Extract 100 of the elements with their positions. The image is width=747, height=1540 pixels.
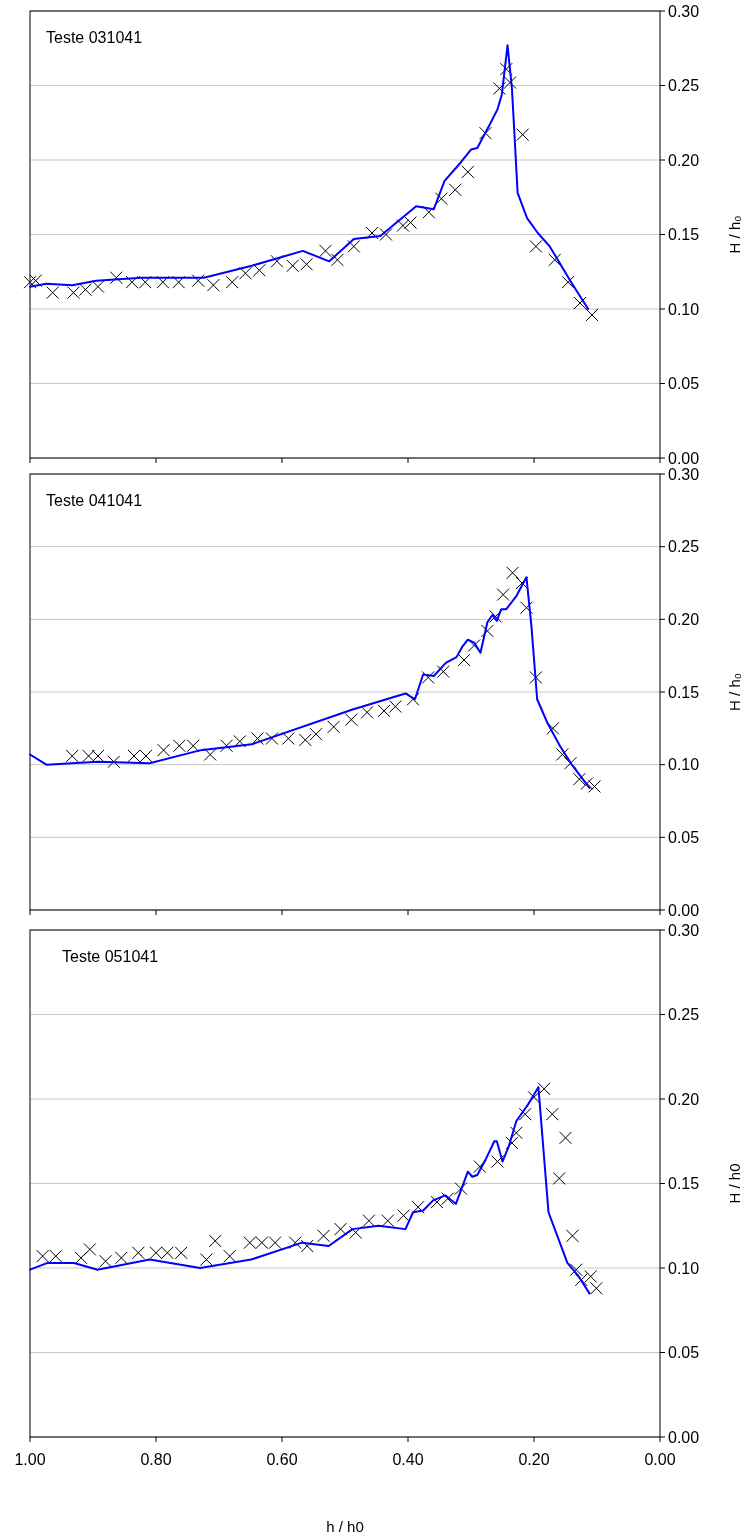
y-tick-label: 0.15 (668, 1175, 700, 1193)
point (499, 62, 513, 76)
point (569, 1263, 583, 1277)
y-tick-label: 0.20 (668, 151, 700, 169)
point (421, 670, 435, 684)
point (156, 275, 170, 289)
point (430, 1195, 444, 1209)
point (114, 1251, 128, 1265)
point (347, 239, 361, 253)
point (107, 755, 121, 769)
point (572, 772, 586, 786)
point (518, 1107, 532, 1121)
point (584, 1269, 598, 1283)
point (381, 1214, 395, 1228)
y-tick-label: 0.30 (668, 465, 700, 483)
x-tick-label: 0.20 (518, 1451, 550, 1468)
point (457, 653, 471, 667)
point (573, 296, 587, 310)
point (74, 1251, 88, 1265)
point (411, 1200, 425, 1214)
point (555, 747, 569, 761)
point (298, 733, 312, 747)
text: Teste 051041 (62, 948, 159, 965)
x-tick-label: 0.80 (140, 1451, 172, 1468)
point (377, 704, 391, 718)
point (288, 1236, 302, 1250)
point (480, 624, 494, 638)
x-tick-label: 0.40 (392, 1451, 424, 1468)
point (436, 665, 450, 679)
point (552, 1171, 566, 1185)
y-axis-title: H / h₀ (726, 215, 743, 254)
point (362, 1214, 376, 1228)
point (172, 275, 186, 289)
point (281, 732, 295, 746)
point (589, 1281, 603, 1295)
point (565, 1229, 579, 1243)
point (318, 244, 332, 258)
y-tick-label: 0.05 (668, 1344, 700, 1362)
point (564, 756, 578, 770)
y-tick-label: 0.00 (668, 449, 700, 467)
point (434, 192, 448, 206)
point (23, 275, 37, 289)
point (83, 1242, 97, 1256)
y-tick-label: 0.30 (668, 2, 700, 20)
y-tick-label: 0.05 (668, 828, 700, 846)
y-tick-label: 0.10 (668, 1259, 700, 1277)
point (441, 1192, 455, 1206)
y-axis-title: H / h0 (726, 1163, 743, 1204)
point (545, 1107, 559, 1121)
point (327, 720, 341, 734)
point (238, 266, 252, 280)
point (252, 263, 266, 277)
line-series (29, 1086, 591, 1295)
y-tick-label: 0.15 (668, 683, 700, 701)
point (505, 1136, 519, 1150)
point (496, 588, 510, 602)
point (546, 721, 560, 735)
point (388, 700, 402, 714)
point (529, 239, 543, 253)
text: Teste 041041 (46, 492, 143, 509)
point (206, 278, 220, 292)
point (349, 1226, 363, 1240)
point (309, 727, 323, 741)
point (406, 692, 420, 706)
point (270, 254, 284, 268)
y-tick-label: 0.00 (668, 1428, 700, 1446)
point (157, 743, 171, 757)
y-tick-label: 0.25 (668, 538, 700, 556)
point (65, 749, 79, 763)
point (574, 1273, 588, 1287)
y-tick-label: 0.10 (668, 300, 700, 318)
point (559, 1131, 572, 1145)
point (454, 1182, 468, 1196)
point (478, 126, 492, 140)
line-series (29, 44, 590, 310)
y-tick-label: 0.30 (668, 921, 700, 939)
point (334, 1222, 348, 1236)
x-tick-label: 0.00 (644, 1451, 676, 1468)
point (344, 713, 358, 727)
point (330, 253, 344, 267)
y-tick-label: 0.25 (668, 77, 700, 95)
text: Teste 031041 (46, 29, 143, 46)
y-tick-label: 0.00 (668, 901, 700, 919)
point (529, 670, 543, 684)
point (109, 271, 123, 285)
line-series (29, 576, 591, 789)
point (396, 219, 410, 233)
point (91, 280, 105, 294)
point (503, 76, 517, 90)
point (99, 1254, 113, 1268)
point (489, 609, 503, 623)
point (29, 274, 43, 288)
point (448, 183, 462, 197)
point (300, 1239, 314, 1253)
point (404, 216, 418, 230)
point (317, 1229, 331, 1243)
point (519, 601, 533, 615)
x-tick-label: 0.60 (266, 1451, 298, 1468)
point (225, 275, 239, 289)
point (587, 779, 601, 793)
